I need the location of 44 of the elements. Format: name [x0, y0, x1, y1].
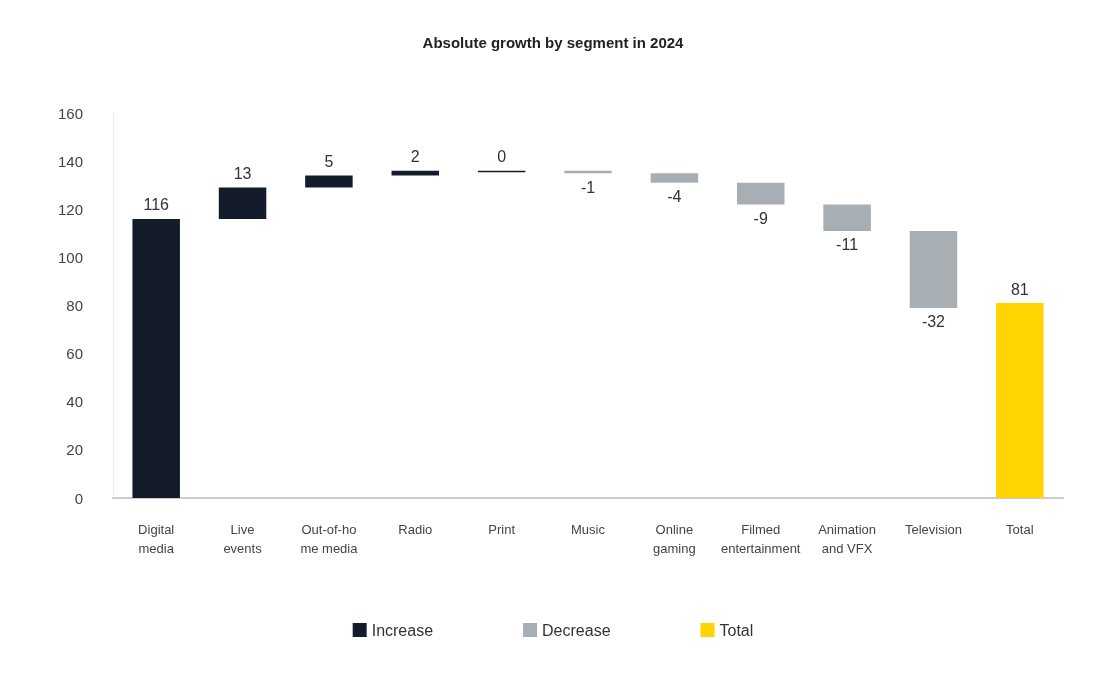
bar	[736, 182, 785, 205]
data-label: -1	[580, 178, 596, 196]
y-tick-label: 40	[66, 393, 83, 411]
data-label: 5	[324, 153, 334, 171]
x-tick-label: Out-of-ho me media	[300, 522, 359, 556]
y-tick-label: 80	[66, 297, 83, 314]
chart-title: Absolute growth by segment in 2024	[422, 34, 685, 51]
x-tick-label: Total	[1006, 522, 1034, 537]
bar	[650, 173, 699, 183]
y-tick-label: 160	[57, 104, 83, 122]
bar	[391, 170, 440, 176]
data-label: 0	[497, 148, 507, 166]
data-label: 81	[1010, 280, 1029, 298]
x-tick-label: Music	[571, 522, 606, 537]
bar	[132, 218, 180, 498]
data-label: -9	[753, 209, 768, 227]
bar	[305, 175, 353, 188]
x-tick-label: Television	[904, 522, 962, 537]
legend-label: Decrease	[542, 621, 611, 639]
x-tick-label: Radio	[398, 522, 433, 537]
data-label: 2	[410, 148, 420, 166]
bar	[218, 187, 267, 219]
bar	[909, 230, 958, 308]
x-tick-label: Filmed entertainment	[720, 522, 801, 556]
data-label: 116	[143, 196, 170, 214]
x-tick-label: Live events	[223, 522, 263, 556]
x-tick-label: Print	[488, 522, 516, 537]
y-tick-label: 20	[66, 441, 83, 459]
data-label: -11	[836, 236, 859, 254]
y-tick-label: 60	[66, 345, 83, 363]
x-tick-label: Animation and VFX	[818, 522, 876, 556]
x-tick-label: Digital media	[138, 522, 175, 556]
data-label: -32	[921, 313, 946, 331]
x-tick-label: Online gaming	[653, 522, 696, 556]
bar	[823, 204, 871, 231]
y-tick-label: 0	[74, 489, 83, 507]
data-label: -4	[667, 188, 682, 206]
y-tick-label: 120	[57, 200, 83, 218]
bar	[996, 303, 1044, 498]
y-tick-label: 140	[57, 152, 83, 170]
y-tick-label: 100	[57, 248, 83, 266]
data-label: 13	[233, 165, 252, 183]
legend-label: Increase	[371, 621, 434, 639]
legend-label: Total	[719, 621, 754, 639]
